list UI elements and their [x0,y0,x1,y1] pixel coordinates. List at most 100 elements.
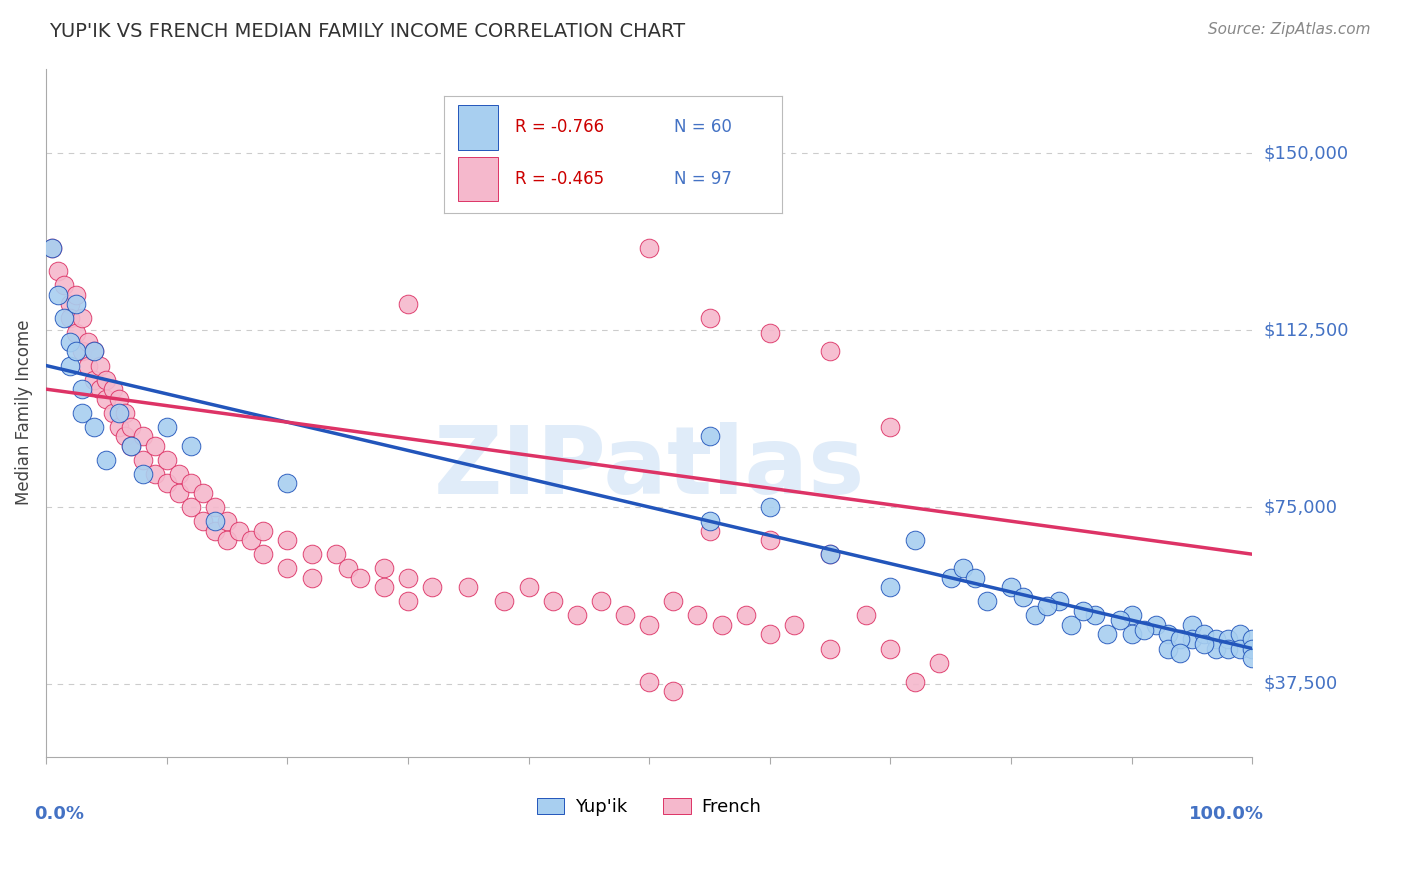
Point [1168,646,1191,660]
Point [457,156,479,170]
Point [180,439,202,453]
Point [252,547,274,561]
Point [879,420,901,434]
Point [457,580,479,594]
Point [1036,599,1059,613]
Point [114,429,136,443]
Point [396,297,419,311]
Point [101,382,124,396]
Point [59,334,82,349]
Point [1144,618,1167,632]
Point [1181,632,1204,646]
Point [65,344,87,359]
Point [325,547,347,561]
Point [41,241,63,255]
Point [396,571,419,585]
Point [1047,594,1070,608]
Point [759,500,782,514]
Point [240,533,263,547]
Point [759,533,782,547]
Point [963,571,986,585]
Point [1157,627,1180,641]
Point [107,406,129,420]
Point [143,439,166,453]
Point [72,406,94,420]
Point [217,533,239,547]
Point [72,382,94,396]
Point [101,406,124,420]
Point [1097,627,1119,641]
Point [1205,632,1227,646]
Point [903,674,925,689]
Point [879,580,901,594]
Point [818,344,841,359]
Point [252,524,274,538]
Point [1168,632,1191,646]
Text: YUP'IK VS FRENCH MEDIAN FAMILY INCOME CORRELATION CHART: YUP'IK VS FRENCH MEDIAN FAMILY INCOME CO… [49,22,685,41]
Point [53,311,76,326]
Point [72,311,94,326]
Point [107,420,129,434]
Point [1060,618,1083,632]
Point [1241,632,1264,646]
Point [180,476,202,491]
Point [759,326,782,340]
Point [759,627,782,641]
Point [686,608,709,623]
Point [1181,618,1204,632]
Point [120,439,142,453]
Point [517,580,540,594]
Point [818,547,841,561]
Point [1121,627,1143,641]
Point [131,429,153,443]
Point [1108,613,1130,627]
Point [1024,608,1046,623]
Point [699,311,721,326]
Point [156,476,179,491]
Point [855,608,877,623]
Point [65,288,87,302]
Point [83,420,105,434]
Point [879,641,901,656]
Point [217,514,239,528]
Text: Source: ZipAtlas.com: Source: ZipAtlas.com [1208,22,1371,37]
Point [228,524,250,538]
Point [1073,604,1095,618]
Text: 0.0%: 0.0% [34,805,84,823]
Point [1216,641,1239,656]
Point [1216,632,1239,646]
Point [1205,641,1227,656]
Point [156,453,179,467]
Point [59,297,82,311]
Point [565,608,588,623]
Point [614,608,637,623]
Point [1000,580,1022,594]
Y-axis label: Median Family Income: Median Family Income [15,320,32,506]
Point [120,420,142,434]
Point [1121,608,1143,623]
Point [59,311,82,326]
Point [167,467,190,481]
Point [156,420,179,434]
Point [638,618,661,632]
Point [53,278,76,293]
Point [191,514,214,528]
Point [83,344,105,359]
Point [77,334,100,349]
Point [699,429,721,443]
Point [1229,641,1251,656]
Text: $37,500: $37,500 [1264,675,1337,693]
Point [83,344,105,359]
Point [180,500,202,514]
Point [72,344,94,359]
Point [167,486,190,500]
Point [710,618,733,632]
Point [89,382,111,396]
Point [699,524,721,538]
Point [349,571,371,585]
Point [1192,627,1215,641]
Point [1241,641,1264,656]
Point [83,373,105,387]
Point [336,561,359,575]
Point [1084,608,1107,623]
